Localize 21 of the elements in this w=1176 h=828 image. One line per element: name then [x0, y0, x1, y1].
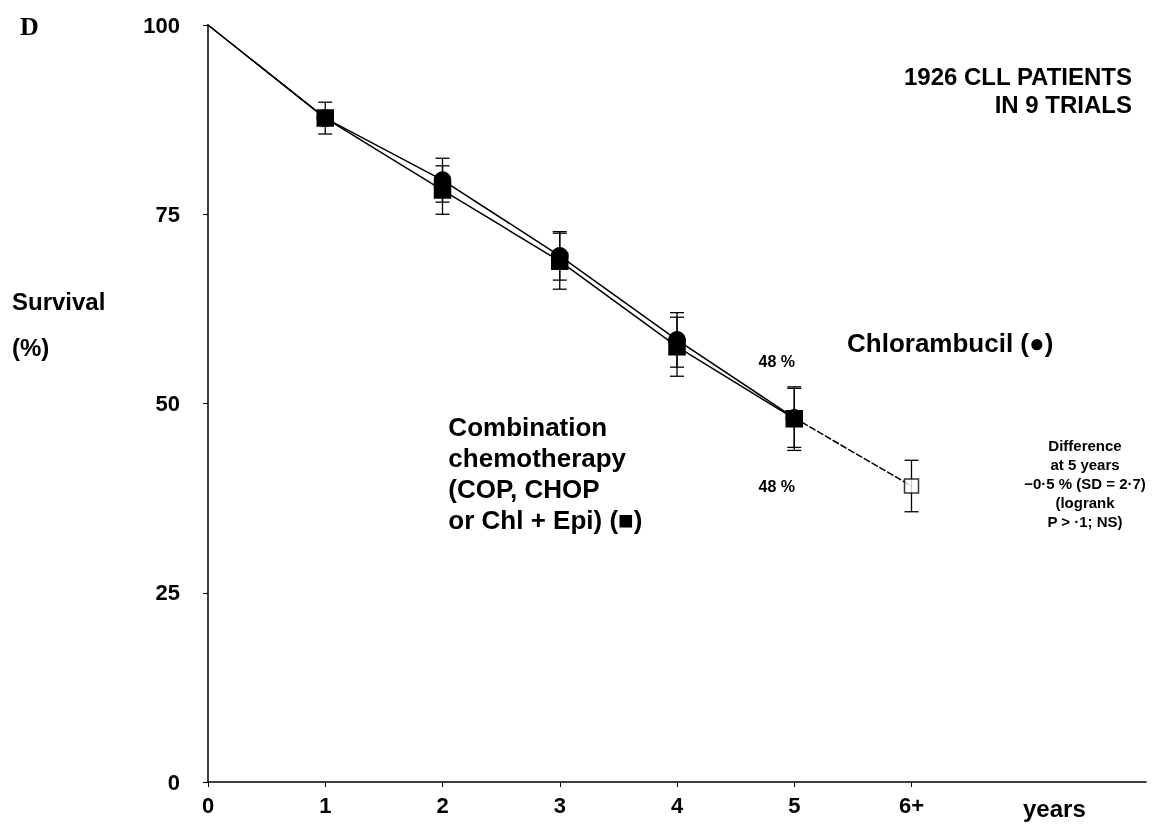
- x-tick-label: 3: [553, 792, 566, 818]
- x-tick-label: 6+: [898, 792, 925, 818]
- text: D: [20, 11, 39, 41]
- y-tick-label: 100: [143, 12, 180, 38]
- x-tick-label: 1: [319, 792, 332, 818]
- annotation: 48 %: [758, 352, 795, 370]
- x-tick-label: 5: [788, 792, 801, 818]
- annotation: 1926 CLL PATIENTS IN 9 TRIALS: [903, 62, 1132, 118]
- text: Chlorambucil (●): [847, 328, 1054, 359]
- x-tick-label: 4: [670, 792, 684, 818]
- text: Combination chemotherapy (COP, CHOP or Chl + Epi) (■): [448, 411, 643, 535]
- x-axis-title: years: [1023, 794, 1086, 822]
- y-tick-label: 50: [155, 391, 180, 416]
- x-tick-label: 2: [436, 792, 449, 818]
- x-tick-label: 0: [201, 792, 215, 818]
- y-axis-title: Survival (%): [12, 287, 106, 361]
- y-tick-label: 25: [155, 580, 180, 606]
- annotation: Difference at 5 years −0·5 % (SD = 2·7) (logrank P > ·1; NS): [1024, 437, 1146, 530]
- y-tick-label: 75: [155, 201, 180, 227]
- y-tick-label: 0: [167, 769, 180, 795]
- annotation: 48 %: [758, 477, 795, 495]
